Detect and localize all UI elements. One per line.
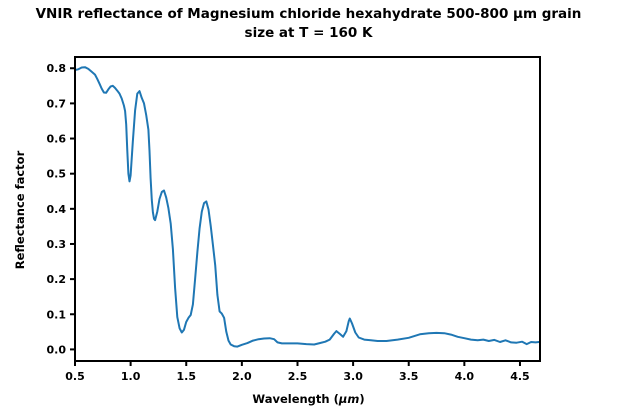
- y-tick-label: 0.7: [47, 97, 67, 110]
- x-tick-label: 4.5: [510, 370, 530, 383]
- x-tick-label: 2.5: [288, 370, 308, 383]
- y-tick-label: 0.2: [47, 273, 67, 286]
- axes-frame: [74, 56, 541, 362]
- y-tick-label: 0.1: [47, 308, 67, 321]
- x-tick-label: 1.0: [121, 370, 141, 383]
- chart-title-line2: size at T = 160 K: [244, 25, 373, 41]
- x-tick-label: 1.5: [176, 370, 196, 383]
- y-tick-label: 0.8: [47, 62, 67, 75]
- x-axis-label: Wavelength (μm): [0, 392, 617, 406]
- reflectance-curve: [74, 66, 540, 348]
- x-axis-label-suffix: ): [359, 392, 365, 406]
- y-tick-label: 0.4: [47, 203, 67, 216]
- x-tick-label: 0.5: [65, 370, 85, 383]
- x-axis-label-unit: μm: [338, 392, 360, 406]
- y-tick-label: 0.0: [47, 343, 67, 356]
- x-tick-label: 3.5: [399, 370, 419, 383]
- x-tick-label: 4.0: [455, 370, 475, 383]
- x-tick-label: 3.0: [343, 370, 363, 383]
- chart-title: VNIR reflectance of Magnesium chloride h…: [0, 5, 617, 43]
- y-tick-label: 0.5: [47, 168, 67, 181]
- x-axis-label-prefix: Wavelength (: [252, 392, 339, 406]
- chart-title-line1: VNIR reflectance of Magnesium chloride h…: [35, 6, 582, 22]
- y-tick-label: 0.6: [47, 133, 67, 146]
- y-tick-label: 0.3: [47, 238, 67, 251]
- y-axis-label: Reflectance factor: [13, 150, 27, 270]
- x-tick-label: 2.0: [232, 370, 252, 383]
